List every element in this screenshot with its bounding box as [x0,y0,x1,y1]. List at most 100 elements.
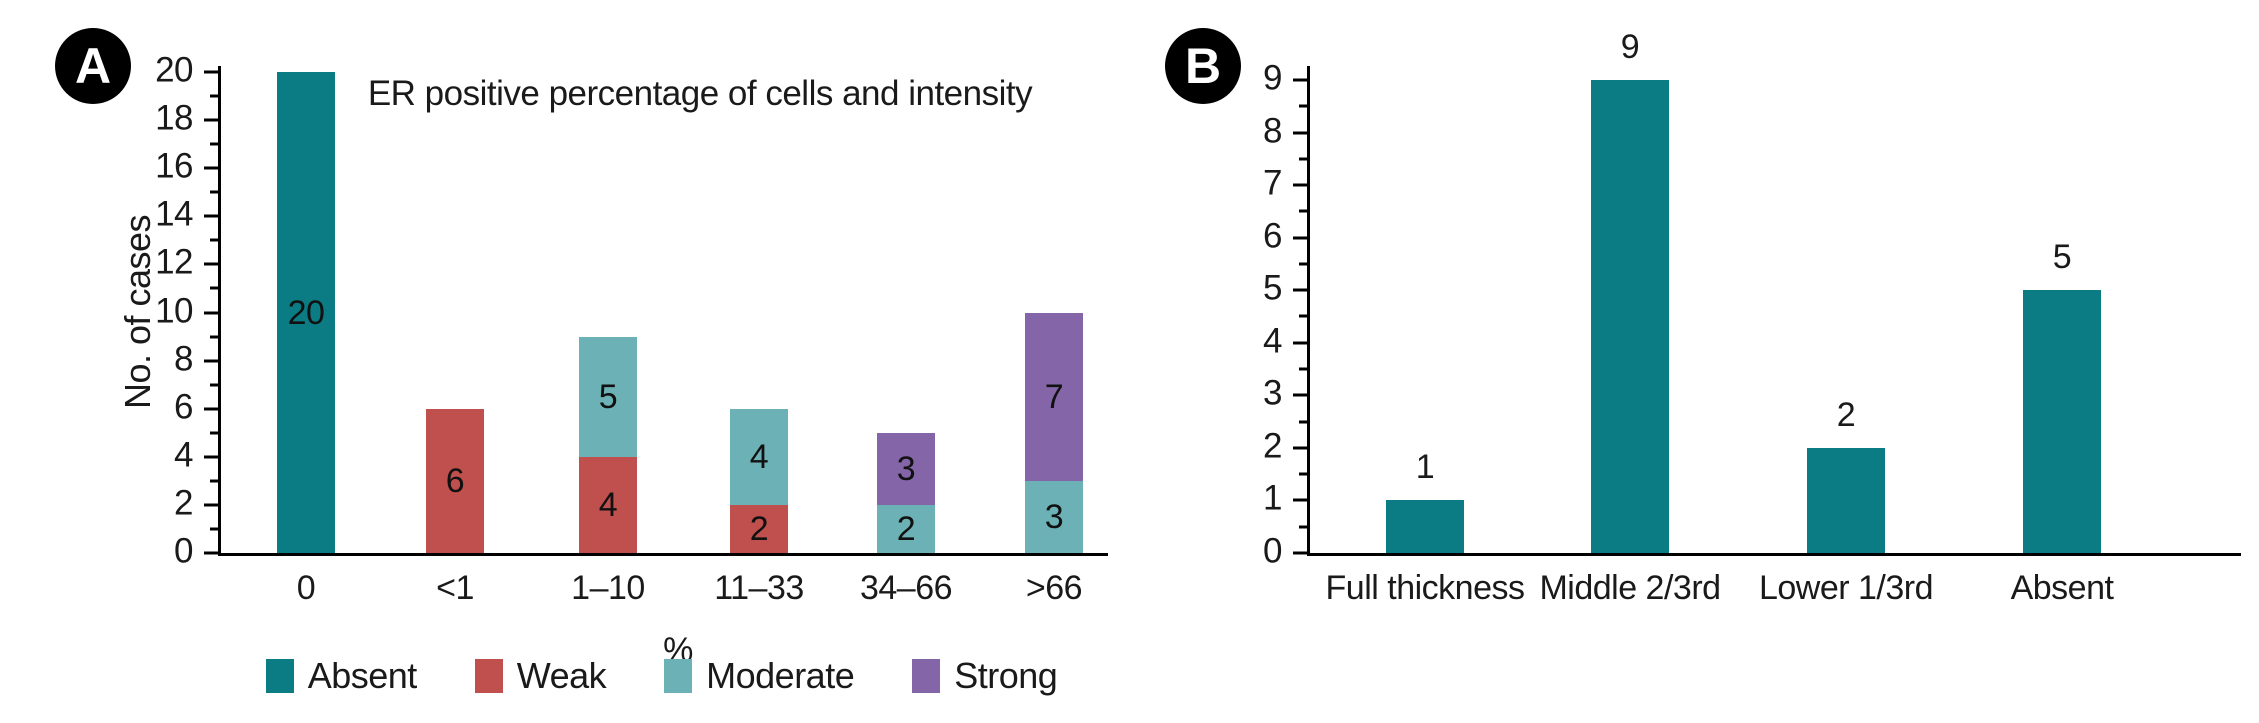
chart-a-title: ER positive percentage of cells and inte… [367,74,1033,113]
bar-segment-moderate: 4 [730,408,788,505]
y-tick-label: 4 [174,435,193,475]
y-tick-label: 16 [155,146,193,186]
bar-segment [1386,500,1464,553]
y-tick-label: 8 [174,338,193,378]
y-major-tick [204,262,218,266]
y-major-tick [204,166,218,170]
y-tick-label: 0 [174,531,193,571]
y-minor-tick [1299,104,1307,108]
y-major-tick [1293,288,1307,292]
y-tick-label: 12 [155,242,193,282]
legend-item-moderate: Moderate [664,655,855,697]
x-tick-label: 34–66 [859,569,953,607]
y-minor-tick [210,238,218,242]
y-tick-label: 6 [174,387,193,427]
y-major-tick [204,70,218,74]
y-major-tick [204,359,218,363]
x-tick-label: Middle 2/3rd [1539,569,1721,607]
y-minor-tick [210,286,218,290]
segment-value-label: 7 [1044,377,1064,416]
y-major-tick [1293,393,1307,397]
y-minor-tick [1299,262,1307,266]
segment-value-label: 3 [1044,497,1064,536]
bar-value-label: 1 [1415,448,1435,487]
y-major-tick [1293,498,1307,502]
bar-segment-weak: 6 [426,408,484,553]
y-minor-tick [1299,420,1307,424]
y-minor-tick [1299,209,1307,213]
y-major-tick [204,455,218,459]
legend-label: Weak [516,655,607,696]
legend-item-strong: Strong [912,655,1058,697]
y-minor-tick [210,190,218,194]
y-tick-label: 2 [174,483,193,523]
legend-swatch-moderate [664,659,693,693]
legend-swatch-strong [912,659,941,693]
y-minor-tick [1299,525,1307,529]
y-major-tick [204,311,218,314]
y-tick-label: 18 [155,98,193,138]
bar-value-label: 5 [2052,238,2072,277]
bar-segment-weak: 2 [730,504,788,553]
y-major-tick [204,551,218,555]
y-major-tick [1293,183,1307,187]
panel-b: B 0 1 2 3 4 5 6 7 8 9 1 Full thickness 9 Middle 2/3rd… [1160,0,2259,723]
x-tick-label: <1 [436,569,474,607]
y-major-tick [1293,78,1307,82]
x-tick-label: 0 [296,569,316,607]
legend-label: Strong [954,655,1058,696]
segment-value-label: 3 [896,449,916,488]
y-tick-label: 14 [155,194,193,234]
bar-segment-moderate: 2 [877,504,935,553]
x-tick-label: 11–33 [714,569,804,607]
y-major-tick [204,118,218,122]
bar-segment-absent: 20 [277,72,335,553]
y-major-tick [204,407,218,411]
panel-b-badge: B [1165,28,1241,104]
y-major-tick [1293,131,1307,135]
y-tick-label: 2 [1263,426,1282,466]
segment-value-label: 4 [749,437,769,476]
x-tick-label: >66 [1025,569,1083,607]
plot-area-b: 0 1 2 3 4 5 6 7 8 9 1 Full thickness 9 Middle 2/3rd 2 L… [1263,28,2241,607]
segment-value-label: 20 [287,293,325,332]
legend-swatch-weak [474,659,503,693]
bar-value-label: 9 [1620,27,1640,66]
legend: Absent Weak Moderate Strong [218,655,1105,697]
x-tick-label: 1–10 [571,569,645,607]
y-tick-label: 8 [1263,110,1282,150]
y-minor-tick [210,479,218,483]
y-minor-tick [210,383,218,387]
y-tick-label: 6 [1263,216,1282,256]
segment-value-label: 2 [896,509,916,548]
bar-0: 20 [277,72,335,553]
legend-label: Moderate [706,655,855,696]
bar-value-label: 2 [1836,395,1856,434]
panel-a-badge: A [55,28,131,104]
y-major-tick [1293,446,1307,450]
y-tick-label: 20 [155,50,193,90]
bar-segment [1591,79,1669,553]
segment-value-label: 5 [598,377,618,416]
segment-value-label: 4 [598,485,618,524]
legend-item-absent: Absent [265,655,417,697]
bar-segment-weak: 4 [579,456,637,553]
y-tick-label: 9 [1263,58,1282,98]
segment-value-label: 6 [445,461,465,500]
bar-Absent [2023,290,2101,553]
y-tick-label: 1 [1263,478,1282,518]
bar-Lower 1/3rd [1807,447,1885,553]
bar-segment [1807,447,1885,553]
y-tick-label: 0 [1263,531,1282,571]
y-major-tick [1293,341,1307,345]
bar-segment-moderate: 3 [1025,480,1083,553]
legend-item-weak: Weak [474,655,607,697]
y-major-tick [1293,236,1307,240]
bar-segment-strong: 3 [877,432,935,505]
y-minor-tick [1299,367,1307,371]
